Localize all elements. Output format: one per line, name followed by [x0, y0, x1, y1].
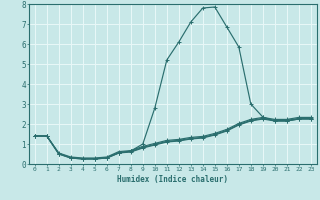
X-axis label: Humidex (Indice chaleur): Humidex (Indice chaleur) — [117, 175, 228, 184]
